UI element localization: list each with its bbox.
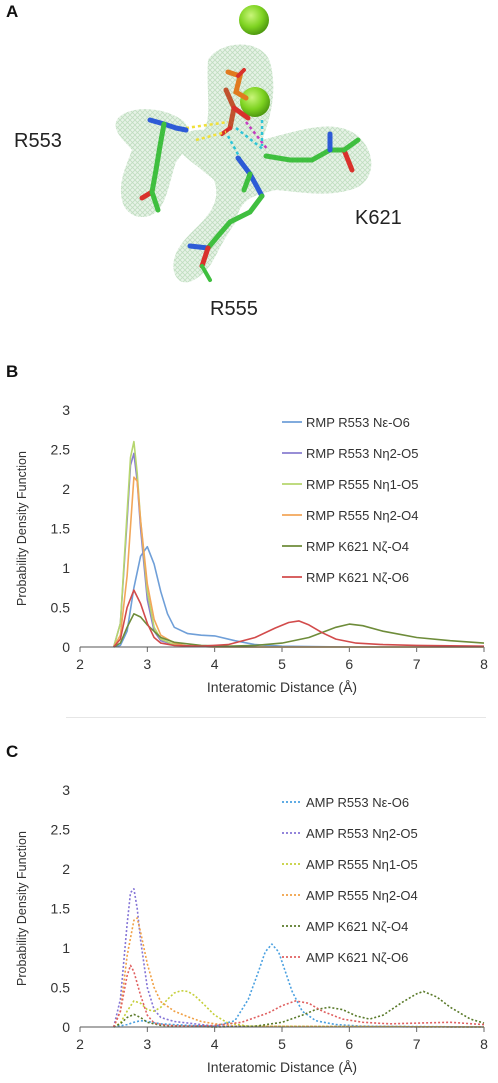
chart-b-legend-label: RMP R553 Nη2-O5 <box>306 446 418 461</box>
chart-b-legend-label: RMP R553 Nε-O6 <box>306 415 410 430</box>
chart-c-series-line-1 <box>113 943 485 1028</box>
chart-c-y-axis-label: Probability Density Function <box>15 831 29 986</box>
h-bond-dashes <box>185 120 269 159</box>
chart-c-series-line-4 <box>112 917 485 1028</box>
chart-c-x-tick-label: 8 <box>480 1036 488 1052</box>
chart-c-series-line-3 <box>113 989 485 1028</box>
chart-b-legend-label: RMP R555 Nη1-O5 <box>306 477 418 492</box>
chart-b-x-tick-label: 3 <box>143 656 151 672</box>
chart-b-x-tick-label: 8 <box>480 656 488 672</box>
residue-r553-sticks <box>139 117 189 213</box>
mg-ion-center <box>240 87 270 117</box>
phosphate-group <box>220 68 251 136</box>
chart-b-x-tick-label: 6 <box>345 656 353 672</box>
chart-b-x-tick-label: 4 <box>211 656 219 672</box>
panel-c-letter: C <box>6 742 19 761</box>
chart-c-legend-label: AMP K621 Nζ-O4 <box>306 919 408 934</box>
chart-c-x-tick-label: 5 <box>278 1036 286 1052</box>
chart-b-x-axis-label: Interatomic Distance (Å) <box>207 679 357 695</box>
chart-c-plot: Probability Density Function 0 0.5 1 1.5 2 2.5… <box>15 782 488 1075</box>
mg-ion-top <box>239 5 269 35</box>
chart-b-series-line-1 <box>113 545 484 648</box>
chart-c-x-tick-label: 7 <box>413 1036 421 1052</box>
panel-b-letter: B <box>6 362 19 381</box>
chart-b-y-tick-label: 2.5 <box>51 442 71 458</box>
chart-c-x-tick-label: 6 <box>345 1036 353 1052</box>
chart-c-y-tick-label: 0 <box>62 1019 70 1035</box>
label-r553: R553 <box>14 130 62 152</box>
chart-b-series-line-5 <box>113 613 485 648</box>
chart-b-y-tick-label: 2 <box>62 481 70 497</box>
label-r555: R555 <box>210 298 258 320</box>
chart-c-y-tick-label: 1 <box>62 940 70 956</box>
chart-c-y-tick-label: 2 <box>62 861 70 877</box>
chart-c-series-line-5 <box>113 990 485 1028</box>
chart-c: Probability Density Function 0 0.5 1 1.5 2 2.5… <box>0 775 498 1075</box>
chart-c-x-tick-label: 3 <box>143 1036 151 1052</box>
chart-b-plot: Probability Density Function 0 0.5 1 1.5 2 2.5… <box>15 402 488 695</box>
chart-c-x-tick-label: 2 <box>76 1036 84 1052</box>
residue-r555-sticks <box>187 155 265 282</box>
chart-b-y-tick-label: 3 <box>62 402 70 418</box>
chart-b-legend-label: RMP R555 Nη2-O4 <box>306 508 418 523</box>
panel-a-structure: A <box>0 0 498 340</box>
chart-c-legend-label: AMP R553 Nη2-O5 <box>306 826 418 841</box>
chart-b-x-tick-label: 2 <box>76 656 84 672</box>
chart-c-y-tick-label: 2.5 <box>51 822 71 838</box>
chart-b-y-tick-label: 0.5 <box>51 600 71 616</box>
chart-c-legend-label: AMP R553 Nε-O6 <box>306 795 409 810</box>
chart-b-y-axis-label: Probability Density Function <box>15 451 29 606</box>
chart-c-legend-label: AMP R555 Nη1-O5 <box>306 857 418 872</box>
chart-c-legend-label: AMP R555 Nη2-O4 <box>306 888 418 903</box>
binding-site-structure <box>115 5 372 283</box>
chart-c-y-tick-label: 3 <box>62 782 70 798</box>
chart-b-x-tick-label: 7 <box>413 656 421 672</box>
chart-b-x-tick-label: 5 <box>278 656 286 672</box>
chart-b-series-line-6 <box>113 589 485 648</box>
panel-a-letter: A <box>6 2 19 21</box>
chart-b-y-tick-label: 0 <box>62 639 70 655</box>
label-k621: K621 <box>355 207 402 229</box>
chart-c-y-tick-label: 1.5 <box>51 901 71 917</box>
chart-c-legend-label: AMP K621 Nζ-O6 <box>306 950 408 965</box>
chart-b-legend-label: RMP K621 Nζ-O6 <box>306 570 409 585</box>
chart-b-y-tick-label: 1 <box>62 560 70 576</box>
chart-c-series-line-2 <box>112 888 485 1028</box>
residue-k621-sticks <box>263 131 361 173</box>
electron-density-mesh <box>115 44 372 283</box>
chart-b: Probability Density Function 0 0.5 1 1.5 2 2.5… <box>0 395 498 695</box>
chart-b-y-tick-label: 1.5 <box>51 521 71 537</box>
chart-c-series-line-6 <box>112 964 485 1028</box>
chart-c-x-axis-label: Interatomic Distance (Å) <box>207 1059 357 1075</box>
panel-divider <box>66 717 486 718</box>
chart-b-legend-label: RMP K621 Nζ-O4 <box>306 539 409 554</box>
chart-c-x-tick-label: 4 <box>211 1036 219 1052</box>
chart-c-y-tick-label: 0.5 <box>51 980 71 996</box>
